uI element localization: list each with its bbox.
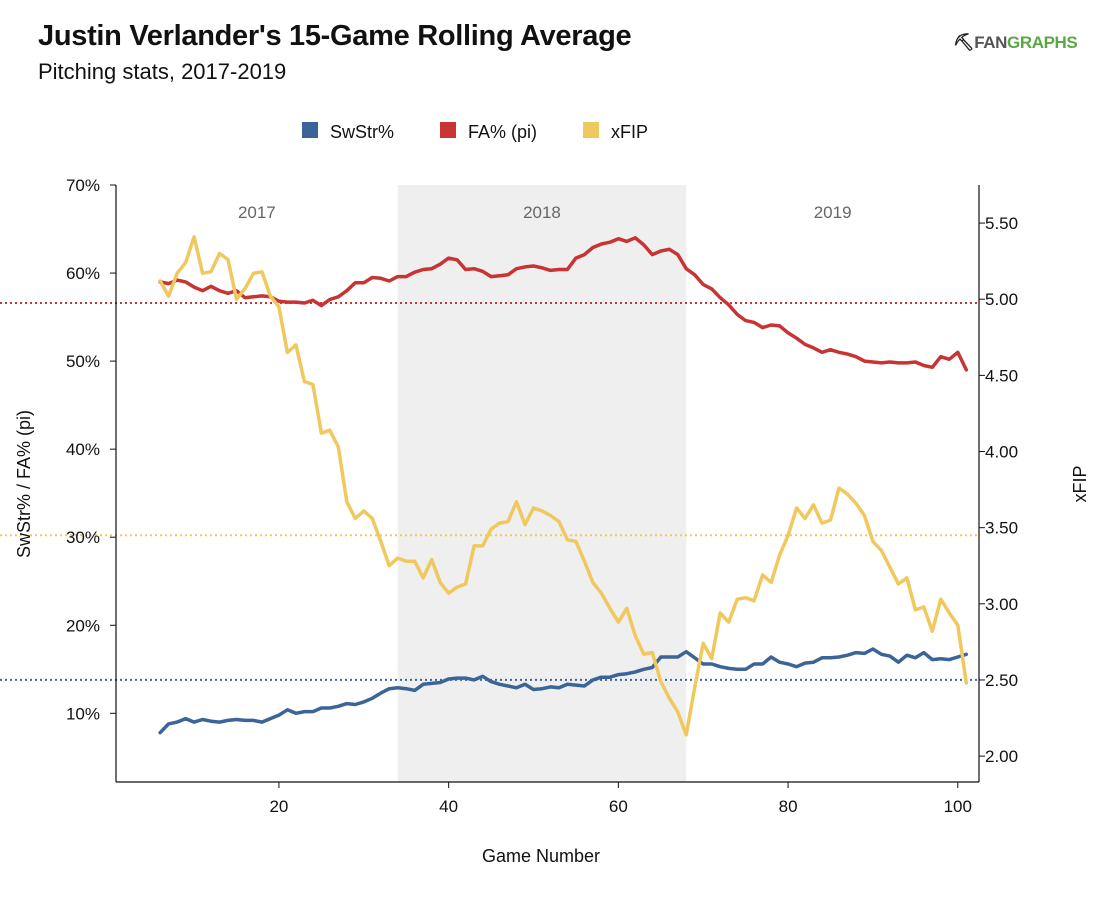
x-tick-label: 100 xyxy=(944,797,972,816)
legend-swatch xyxy=(440,122,456,138)
era-label-2019: 2019 xyxy=(814,203,852,222)
y-left-tick-label: 50% xyxy=(66,352,100,371)
chart-title: Justin Verlander's 15-Game Rolling Avera… xyxy=(38,20,632,52)
logo-text-graphs: GRAPHS xyxy=(1007,33,1078,52)
y-left-tick-label: 70% xyxy=(66,176,100,195)
y-right-tick-label: 4.00 xyxy=(985,443,1018,462)
fangraphs-logo[interactable]: ⛏FANGRAPHS xyxy=(953,33,1078,53)
series-lines-layer xyxy=(158,235,969,737)
legend-label: xFIP xyxy=(611,122,648,142)
era-label-2017: 2017 xyxy=(238,203,276,222)
x-tick-label: 60 xyxy=(609,797,628,816)
y-right-tick-label: 5.50 xyxy=(985,214,1018,233)
x-tick-label: 40 xyxy=(439,797,458,816)
y-right-tick-label: 5.00 xyxy=(985,290,1018,309)
series-line-fa-pi xyxy=(158,236,969,372)
y-right-tick-label: 4.50 xyxy=(985,366,1018,385)
legend: SwStr% FA% (pi) xFIP xyxy=(302,122,648,142)
logo-text-fan: FAN xyxy=(974,33,1007,52)
series-line-xfip xyxy=(158,235,969,737)
era-shading-layer xyxy=(397,185,687,782)
legend-item: FA% (pi) xyxy=(440,122,537,142)
axes-layer: 20 40 60 80 100 10% 20% 30% 40% 50% 60% 70% 2.00 2.50… xyxy=(66,176,1018,816)
y-left-tick-label: 40% xyxy=(66,440,100,459)
y-axis-right-label: xFIP xyxy=(1070,465,1090,502)
era-label-2018: 2018 xyxy=(523,203,561,222)
series-line-swstr xyxy=(158,647,969,735)
era-labels-layer: 2017 2018 2019 xyxy=(238,203,852,222)
y-right-tick-label: 2.00 xyxy=(985,747,1018,766)
legend-item: xFIP xyxy=(583,122,648,142)
x-axis-label: Game Number xyxy=(482,846,600,866)
logo-mark-icon: ⛏ xyxy=(953,33,975,52)
y-left-tick-label: 30% xyxy=(66,528,100,547)
y-left-tick-label: 20% xyxy=(66,616,100,635)
x-tick-label: 20 xyxy=(269,797,288,816)
chart-subtitle: Pitching stats, 2017-2019 xyxy=(38,59,287,84)
y-left-tick-label: 10% xyxy=(66,704,100,723)
y-left-tick-label: 60% xyxy=(66,264,100,283)
legend-swatch xyxy=(583,122,599,138)
reference-lines-layer xyxy=(0,301,979,681)
y-axis-left-label: SwStr% / FA% (pi) xyxy=(14,410,34,558)
y-right-tick-label: 3.50 xyxy=(985,519,1018,538)
x-tick-label: 80 xyxy=(779,797,798,816)
legend-label: SwStr% xyxy=(330,122,394,142)
y-right-tick-label: 3.00 xyxy=(985,595,1018,614)
legend-swatch xyxy=(302,122,318,138)
legend-item: SwStr% xyxy=(302,122,394,142)
legend-label: FA% (pi) xyxy=(468,122,537,142)
y-right-tick-label: 2.50 xyxy=(985,671,1018,690)
era-shade-2018 xyxy=(397,185,687,782)
